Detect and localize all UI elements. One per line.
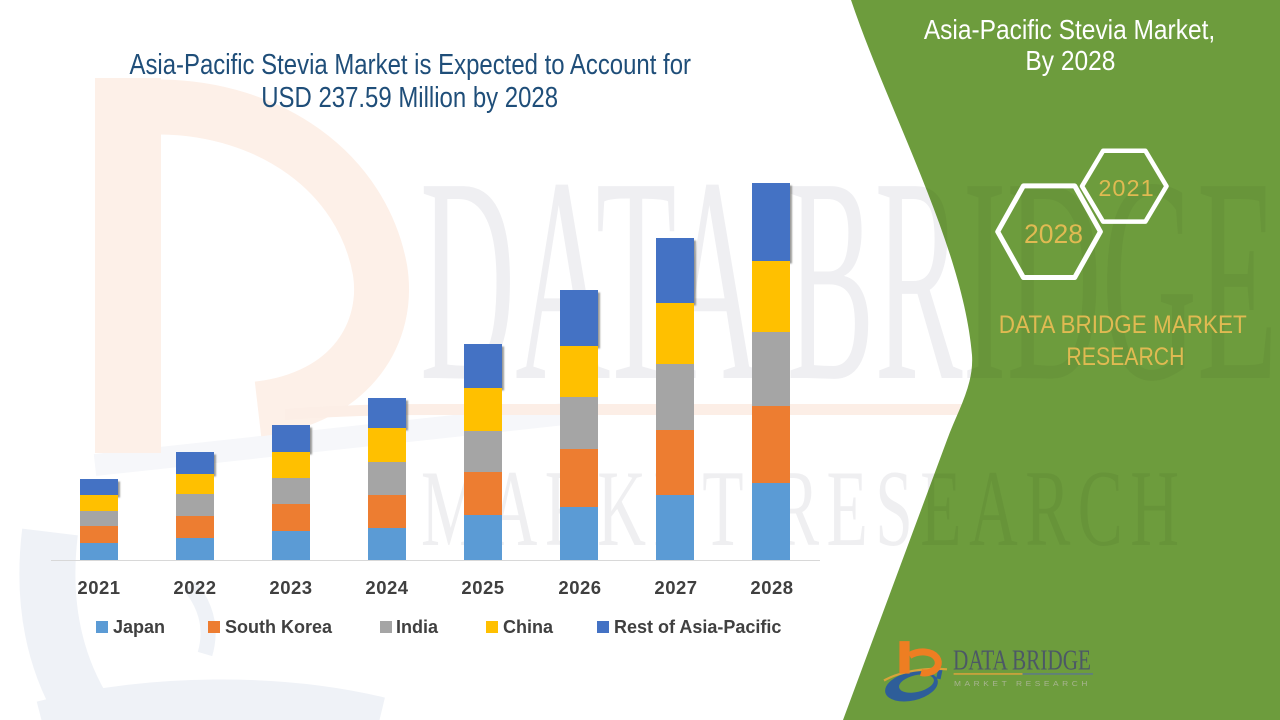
svg-text:MARKET RESEARCH: MARKET RESEARCH xyxy=(954,681,1091,688)
svg-text:DATA BRIDGE: DATA BRIDGE xyxy=(953,645,1091,677)
